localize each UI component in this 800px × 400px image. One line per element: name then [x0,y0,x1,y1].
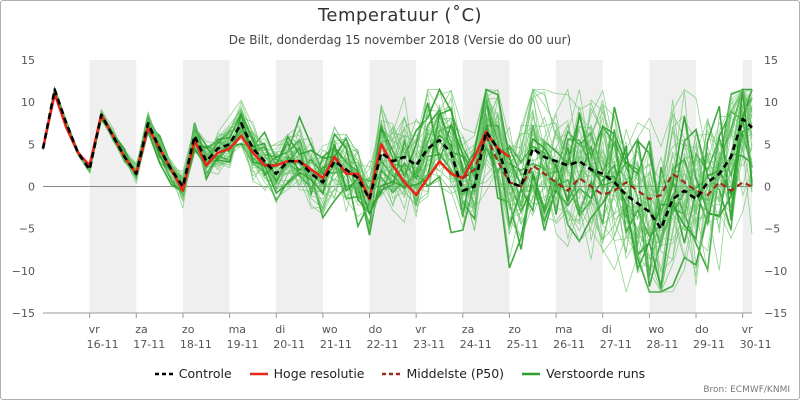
legend-swatch [249,372,268,375]
y-tick-label-left: 5 [28,138,35,151]
legend-swatch [522,372,541,375]
y-tick-label-left: −15 [12,307,35,320]
ensemble-line [42,87,753,293]
x-tick-day: wo [648,323,664,336]
y-tick-label-right: −5 [764,223,780,236]
ensemble-line [42,87,753,285]
legend-label: Hoge resolutie [273,366,365,381]
y-tick-label-right: 5 [764,138,771,151]
y-tick-label-right: 10 [764,96,778,109]
x-tick-day: vr [742,323,754,336]
x-tick-day: ma [229,323,246,336]
x-tick-date: 26-11 [553,338,585,351]
y-tick-label-left: 10 [21,96,35,109]
legend-swatch [154,372,173,375]
x-tick-date: 20-11 [273,338,305,351]
x-tick-day: di [275,323,285,336]
x-tick-day: zo [508,323,521,336]
x-tick-date: 30-11 [740,338,772,351]
y-tick-label-left: −5 [19,223,35,236]
x-tick-day: wo [322,323,338,336]
y-tick-label-right: 0 [764,181,771,194]
legend-item-controle[interactable]: Controle [154,366,232,381]
x-tick-date: 23-11 [413,338,445,351]
ensemble-line [42,86,753,273]
y-tick-label-left: 15 [21,54,35,67]
x-tick-day: do [695,323,709,336]
y-tick-label-right: −10 [764,265,787,278]
x-tick-date: 29-11 [693,338,725,351]
x-tick-date: 16-11 [87,338,119,351]
x-tick-day: di [602,323,612,336]
x-tick-date: 25-11 [506,338,538,351]
x-tick-date: 24-11 [460,338,492,351]
x-tick-day: vr [415,323,427,336]
x-tick-date: 21-11 [320,338,352,351]
legend-label: Middelste (P50) [406,366,505,381]
x-tick-date: 18-11 [180,338,212,351]
chart-title: Temperatuur (˚C) [317,5,483,26]
series-middelste [462,134,753,201]
legend-item-runs[interactable]: Verstoorde runs [522,366,645,381]
y-tick-label-right: −15 [764,307,787,320]
x-tick-day: ma [555,323,572,336]
chart-subtitle: De Bilt, donderdag 15 november 2018 (Ver… [228,33,572,47]
ensemble-runs [42,86,753,294]
x-tick-day: do [369,323,383,336]
x-tick-day: za [135,323,148,336]
legend-item-middelste[interactable]: Middelste (P50) [382,366,504,381]
x-tick-day: vr [89,323,101,336]
legend-swatch [382,372,401,375]
x-tick-day: za [462,323,475,336]
x-tick-date: 22-11 [367,338,399,351]
y-tick-label-left: −10 [12,265,35,278]
x-tick-date: 17-11 [133,338,165,351]
x-tick-day: zo [182,323,195,336]
legend: Controle Hoge resolutie Middelste (P50) Ver… [0,366,800,381]
legend-item-hoge_resolutie[interactable]: Hoge resolutie [249,366,365,381]
y-tick-label-right: 15 [764,54,778,67]
ensemble-line [42,86,753,289]
x-tick-date: 28-11 [646,338,678,351]
legend-label: Verstoorde runs [546,366,646,381]
credits[interactable]: Bron: ECMWF/KNMI [703,385,790,395]
legend-label: Controle [178,366,232,381]
x-tick-date: 19-11 [227,338,259,351]
y-tick-label-left: 0 [28,181,35,194]
x-tick-date: 27-11 [600,338,632,351]
